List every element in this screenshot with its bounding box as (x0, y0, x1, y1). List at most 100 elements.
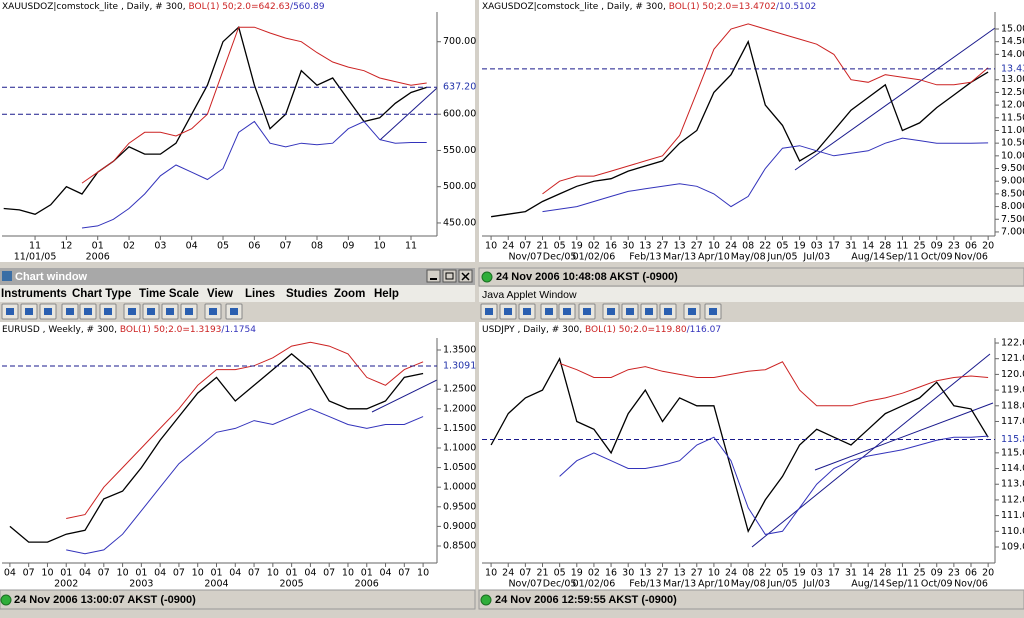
price-line (559, 361, 989, 407)
reference-label-box (439, 360, 473, 373)
x-tick-label: 25 (914, 241, 926, 252)
header-part: USDJPY , Daily, # 300, (482, 325, 585, 335)
y-tick-label: 700.00 (443, 36, 476, 47)
maximize-button[interactable] (442, 269, 457, 283)
window-icon (2, 271, 12, 281)
header-part: /10.5102 (776, 2, 816, 12)
reference-label: 637.20 (443, 82, 476, 93)
toolbar-icon (6, 308, 14, 315)
toolbar-icon (44, 308, 52, 315)
y-tick-label: 8.000 (1001, 201, 1024, 212)
y-tick-label: 7.500 (1001, 214, 1024, 225)
menu-item[interactable]: Studies (286, 288, 328, 300)
minimize-button[interactable] (426, 269, 441, 283)
x-tick-label: 01 (92, 241, 104, 252)
status-light (481, 271, 493, 283)
x-tick-label: 27 (656, 241, 668, 252)
x-tick-label: 11 (29, 241, 41, 252)
y-tick-label: 110.00 (1001, 526, 1024, 537)
x-tick-label: 02 (588, 568, 600, 579)
x-tick-label: 24 (725, 241, 737, 252)
menu-item[interactable]: View (207, 288, 233, 300)
x-tick-label: 17 (828, 241, 840, 252)
header-part: BOL(1) 50;2.0=642.63 (188, 2, 290, 12)
x-tick-label: 24 (725, 568, 737, 579)
x-tick-label: 09 (342, 241, 354, 252)
x-tick-label-2: 01/02/06 (573, 579, 616, 590)
x-tick-label-2: Oct/09 (921, 252, 953, 263)
reference-label-box (997, 62, 1024, 75)
y-tick-label: 0.9500 (443, 501, 476, 512)
x-tick-label: 13 (639, 568, 651, 579)
toolbar-icon (230, 308, 238, 315)
y-tick-label: 600.00 (443, 109, 476, 120)
menu-item[interactable]: Zoom (334, 288, 365, 300)
y-tick-label: 1.2000 (443, 403, 476, 414)
reference-label-box (439, 81, 473, 94)
menu-item[interactable]: Help (374, 288, 399, 300)
chart-header: XAUUSDOZ|comstock_lite , Daily, # 300, B… (2, 2, 325, 12)
header-part: BOL(1) 50;2.0=13.4702 (669, 2, 776, 12)
x-tick-label: 13 (674, 241, 686, 252)
menu-item[interactable]: Instruments (1, 288, 67, 300)
y-tick-label: 7.000 (1001, 226, 1024, 237)
panel (0, 322, 475, 590)
menu-item[interactable]: Chart Type (72, 288, 131, 300)
x-tick-label: 03 (811, 241, 823, 252)
toolbar-icon (66, 308, 74, 315)
toolbar-icon (709, 308, 717, 315)
x-tick-label: 23 (948, 568, 960, 579)
x-tick-label: 19 (571, 241, 583, 252)
x-tick-label: 10 (708, 568, 720, 579)
menu-item[interactable]: Time Scale (139, 288, 199, 300)
toolbar-icon (504, 308, 512, 315)
x-tick-label: 07 (248, 568, 260, 579)
status-light (0, 594, 12, 606)
x-tick-label: 24 (502, 568, 514, 579)
price-line (66, 341, 424, 519)
x-tick-label: 09 (931, 568, 943, 579)
y-tick-label: 109.00 (1001, 541, 1024, 552)
x-tick-label: 31 (845, 568, 857, 579)
x-tick-label: 03 (811, 568, 823, 579)
y-tick-label: 1.1500 (443, 423, 476, 434)
applet-label: Java Applet Window (482, 289, 577, 301)
x-tick-label: 04 (186, 241, 198, 252)
x-tick-label: 13 (674, 568, 686, 579)
y-tick-label: 117.00 (1001, 416, 1024, 427)
toolbar-icon (84, 308, 92, 315)
x-tick-label: 17 (828, 568, 840, 579)
x-tick-label: 10 (485, 568, 497, 579)
y-tick-label: 111.00 (1001, 510, 1024, 521)
x-tick-label-2: Mar/13 (663, 579, 696, 590)
reference-label: 1.3091 (443, 361, 476, 372)
x-tick-label: 07 (23, 568, 35, 579)
toolbar-icon (147, 308, 155, 315)
x-tick-label: 10 (485, 241, 497, 252)
x-tick-label-2: Jul/03 (802, 252, 830, 263)
x-tick-label: 08 (742, 568, 754, 579)
y-tick-label: 12.00 (1001, 100, 1024, 111)
x-tick-label: 22 (759, 568, 771, 579)
toolbar-icon (545, 308, 553, 315)
toolbar-icon (645, 308, 653, 315)
trend-line (379, 87, 438, 141)
x-tick-label-2: Sep/11 (886, 252, 919, 263)
menu-item[interactable]: Lines (245, 288, 275, 300)
x-tick-label-2: Nov/06 (954, 252, 988, 263)
x-tick-label-2: 2004 (204, 579, 228, 590)
x-tick-label: 19 (794, 241, 806, 252)
toolbar-icon (563, 308, 571, 315)
x-tick-label: 05 (217, 241, 229, 252)
x-tick-label: 14 (862, 241, 874, 252)
x-tick-label: 03 (154, 241, 166, 252)
price-line (3, 25, 427, 216)
x-tick-label-2: Apr/10 (698, 579, 730, 590)
x-tick-label: 07 (98, 568, 110, 579)
x-tick-label: 14 (862, 568, 874, 579)
trend-line (794, 27, 996, 171)
x-tick-label: 04 (229, 568, 241, 579)
y-tick-label: 14.00 (1001, 49, 1024, 60)
y-tick-label: 9.000 (1001, 176, 1024, 187)
x-tick-label-2: Jun/05 (766, 579, 797, 590)
